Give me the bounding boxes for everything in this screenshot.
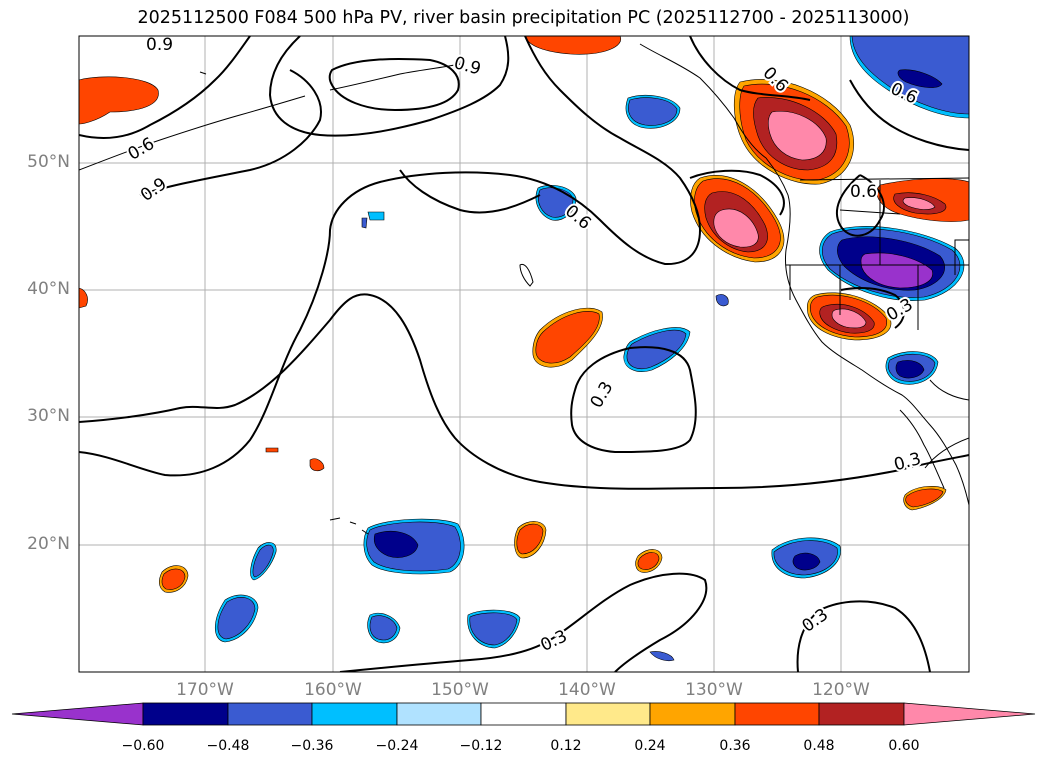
colorbar-segment xyxy=(396,702,482,726)
contour-label: 0.9 xyxy=(146,35,173,55)
colorbar-tick: −0.48 xyxy=(206,738,250,754)
map-title: 2025112500 F084 500 hPa PV, river basin … xyxy=(137,8,910,28)
colorbar-tick: −0.12 xyxy=(459,738,503,754)
colorbar-segment xyxy=(142,702,229,726)
contour-label: 0.6 xyxy=(850,182,877,202)
colorbar-tick: 0.36 xyxy=(719,738,751,754)
colorbar-tick: −0.36 xyxy=(290,738,334,754)
lon-label-170w: 170°W xyxy=(176,680,234,700)
lat-label-20n: 20°N xyxy=(27,534,70,554)
precip-oregon xyxy=(690,175,785,263)
colorbar-segment xyxy=(227,702,313,726)
colorbar-tick: −0.60 xyxy=(121,738,165,754)
colorbar-tick: 0.48 xyxy=(803,738,835,754)
lon-label-130w: 130°W xyxy=(685,680,743,700)
negative-precip-areas xyxy=(214,36,969,662)
colorbar-segment xyxy=(480,702,567,726)
map-frame xyxy=(78,35,970,673)
colorbar-segment xyxy=(818,702,905,726)
colorbar-segment xyxy=(311,702,398,726)
contour-label: 0.6 xyxy=(125,134,158,165)
colorbar-extend-low xyxy=(11,702,144,726)
lat-label-40n: 40°N xyxy=(27,279,70,299)
lat-label-50n: 50°N xyxy=(27,152,70,172)
lon-label-120w: 120°W xyxy=(812,680,870,700)
contour-label: 0.3 xyxy=(538,626,571,656)
colorbar-segment xyxy=(565,702,651,726)
colorbar-tick: 0.24 xyxy=(634,738,666,754)
contour-label: 0.9 xyxy=(137,174,171,206)
colorbar-segment xyxy=(649,702,736,726)
precip-california xyxy=(806,292,892,341)
positive-precip-areas xyxy=(79,36,969,593)
precip-nevada-negative xyxy=(819,226,965,301)
colorbar-segment xyxy=(734,702,820,726)
colorbar-tick: 0.12 xyxy=(550,738,582,754)
colorbar xyxy=(11,702,1036,726)
pv-contours xyxy=(79,36,969,672)
lon-label-160w: 160°W xyxy=(304,680,362,700)
lon-label-150w: 150°W xyxy=(431,680,489,700)
precip-nw-coast xyxy=(733,79,854,185)
lat-label-30n: 30°N xyxy=(27,406,70,426)
colorbar-extend-high xyxy=(903,702,1036,726)
contour-label: 0.3 xyxy=(892,449,923,475)
colorbar-tick: −0.24 xyxy=(375,738,419,754)
precip-north-rockies xyxy=(876,178,969,222)
lon-label-140w: 140°W xyxy=(558,680,616,700)
contour-label: 0.3 xyxy=(587,378,618,411)
colorbar-tick: 0.60 xyxy=(888,738,920,754)
